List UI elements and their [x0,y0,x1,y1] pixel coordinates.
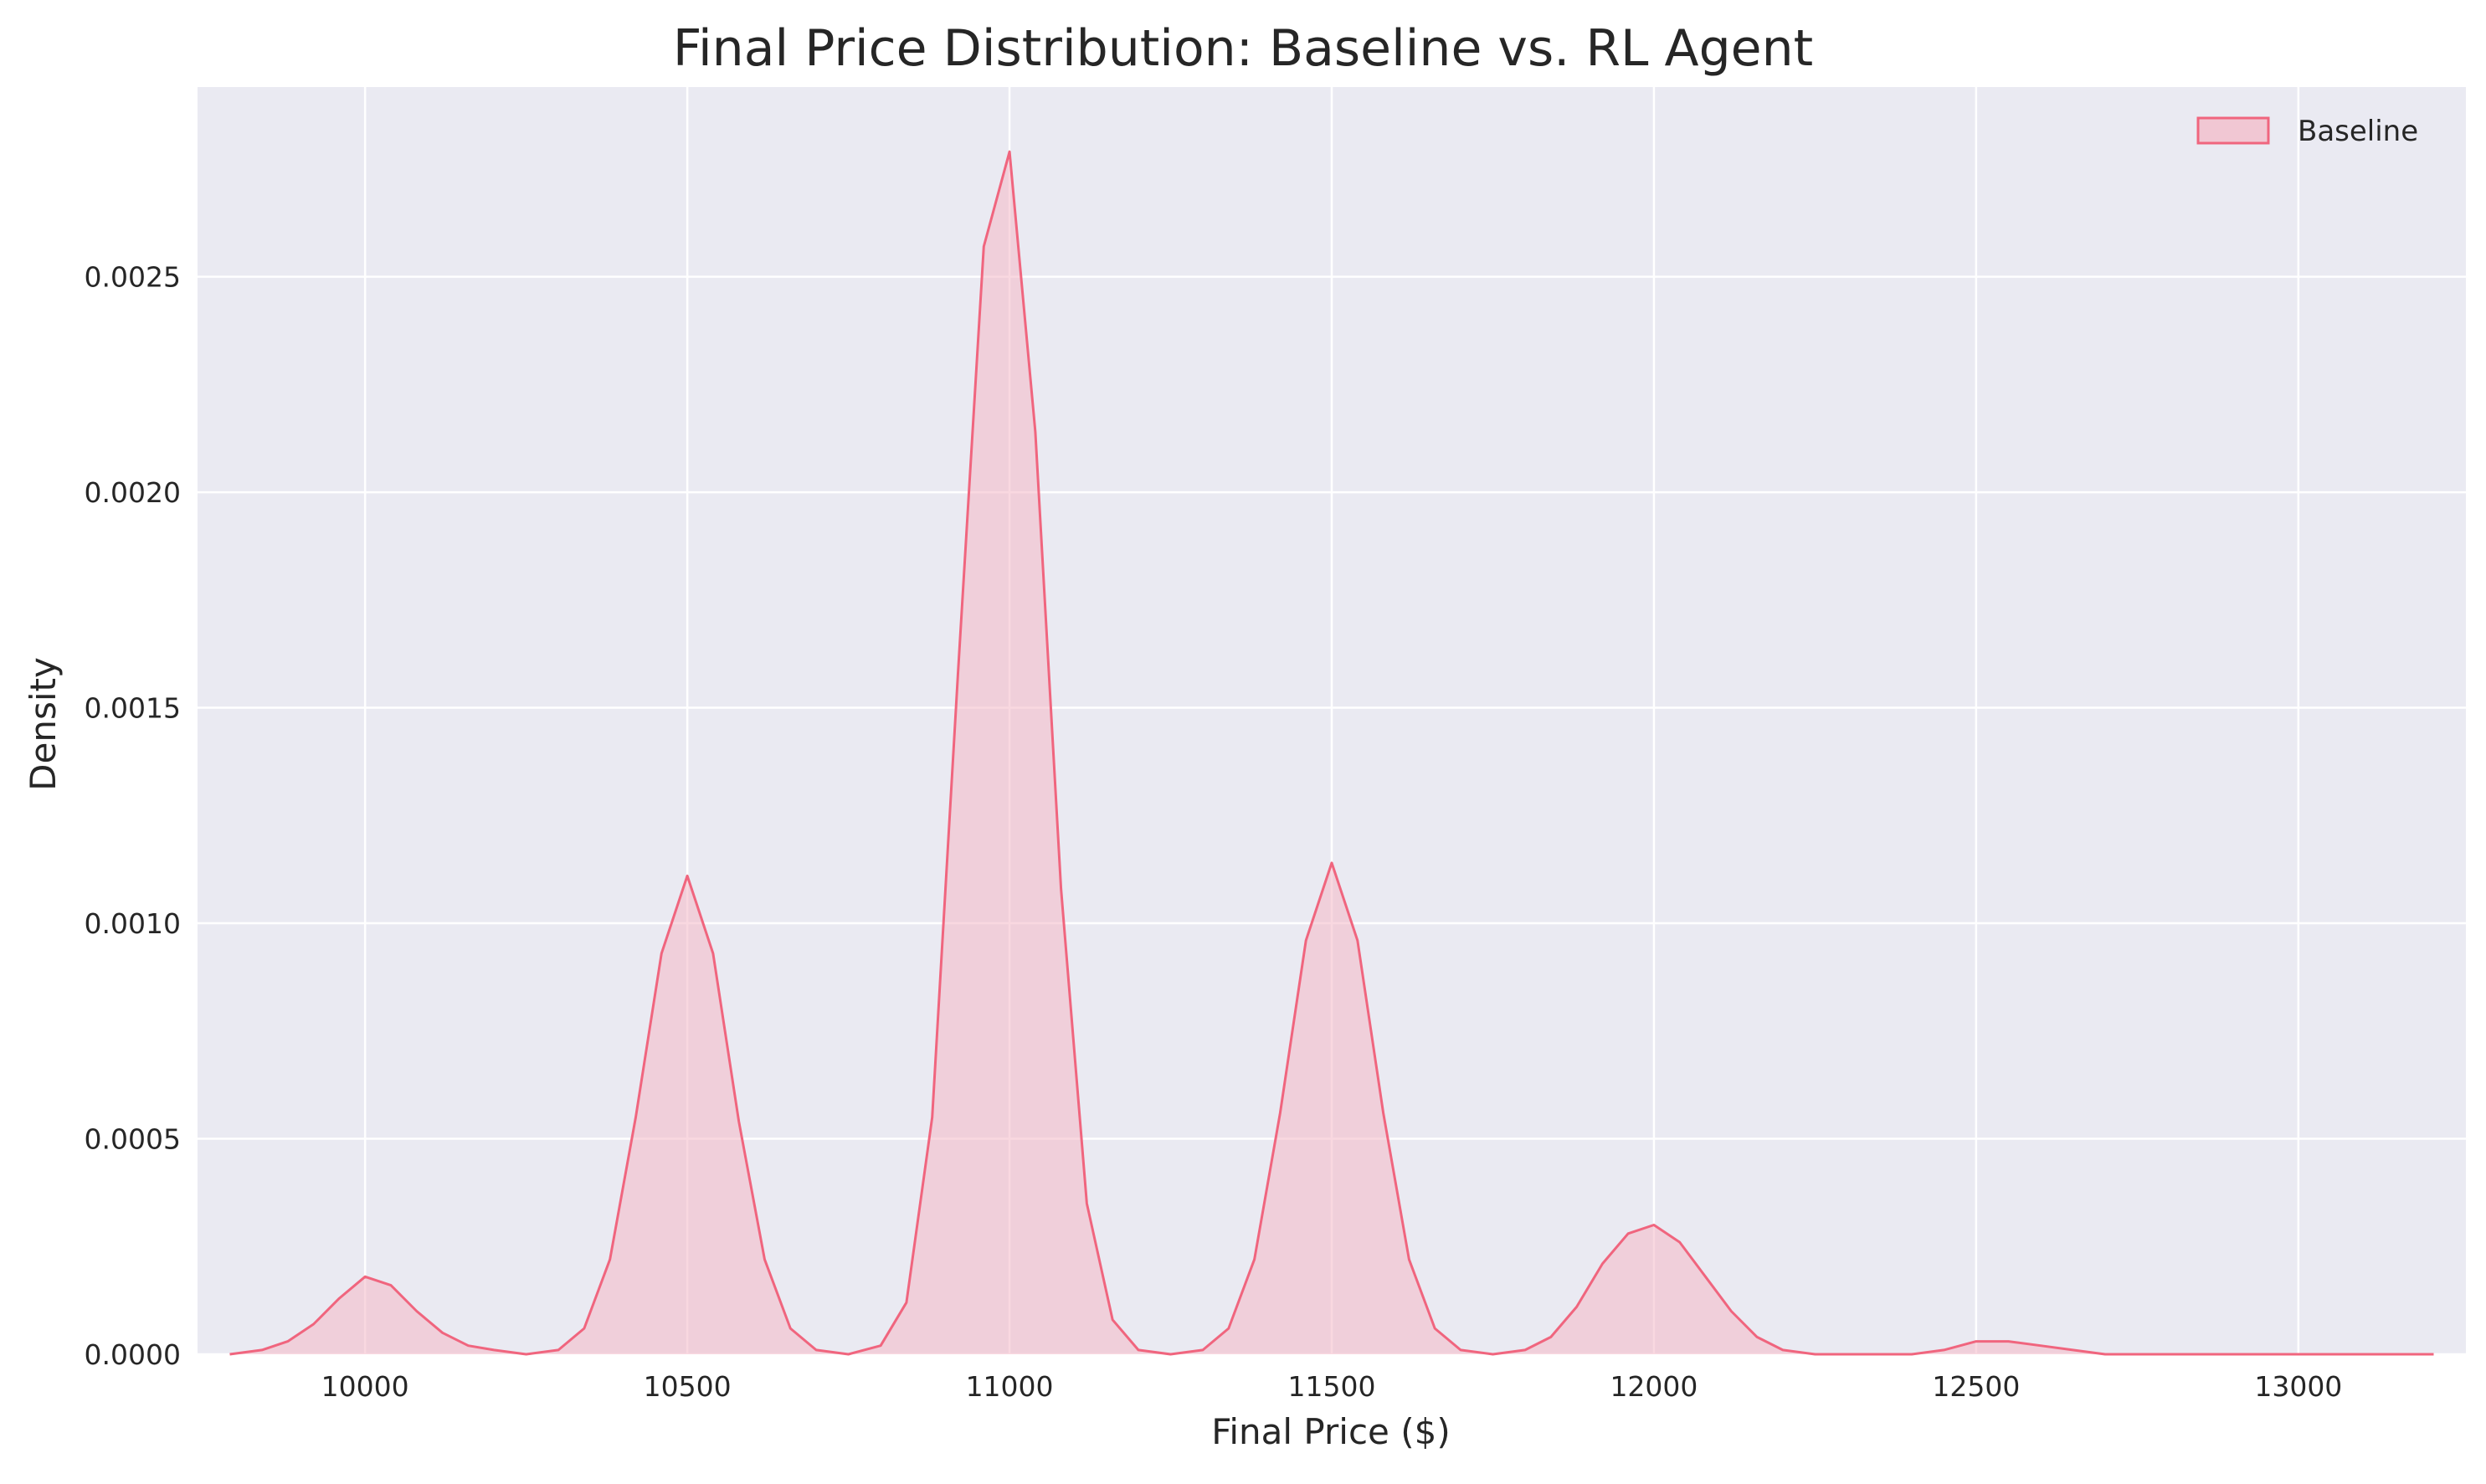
x-tick-label: 11500 [1288,1370,1376,1403]
series-area-fill [229,151,2434,1355]
x-tick-label: 13000 [2254,1370,2342,1403]
legend-label-baseline: Baseline [2298,115,2418,148]
chart-title: Final Price Distribution: Baseline vs. R… [673,19,1813,78]
legend-swatch-baseline [2196,116,2270,145]
x-tick-label: 12000 [1610,1370,1698,1403]
series-line [229,150,2434,1356]
x-tick-label: 11000 [966,1370,1054,1403]
x-tick-label: 12500 [1932,1370,2020,1403]
y-tick-labels: 0.0000 0.0005 0.0010 0.0015 0.0020 0.0025 [85,261,181,1371]
y-tick-label: 0.0010 [85,907,181,940]
y-axis-label: Density [23,657,64,791]
x-tick-label: 10500 [644,1370,732,1403]
x-axis-label: Final Price ($) [1211,1411,1450,1452]
y-tick-label: 0.0020 [85,476,181,509]
x-tick-labels: 10000 10500 11000 11500 12000 12500 13000 [321,1370,2343,1403]
legend: Baseline [2196,115,2418,148]
y-tick-label: 0.0005 [85,1123,181,1156]
series-layer [229,150,2434,1356]
y-tick-label: 0.0015 [85,692,181,725]
y-tick-label: 0.0025 [85,261,181,294]
y-tick-label: 0.0000 [85,1338,181,1371]
x-tick-label: 10000 [321,1370,409,1403]
